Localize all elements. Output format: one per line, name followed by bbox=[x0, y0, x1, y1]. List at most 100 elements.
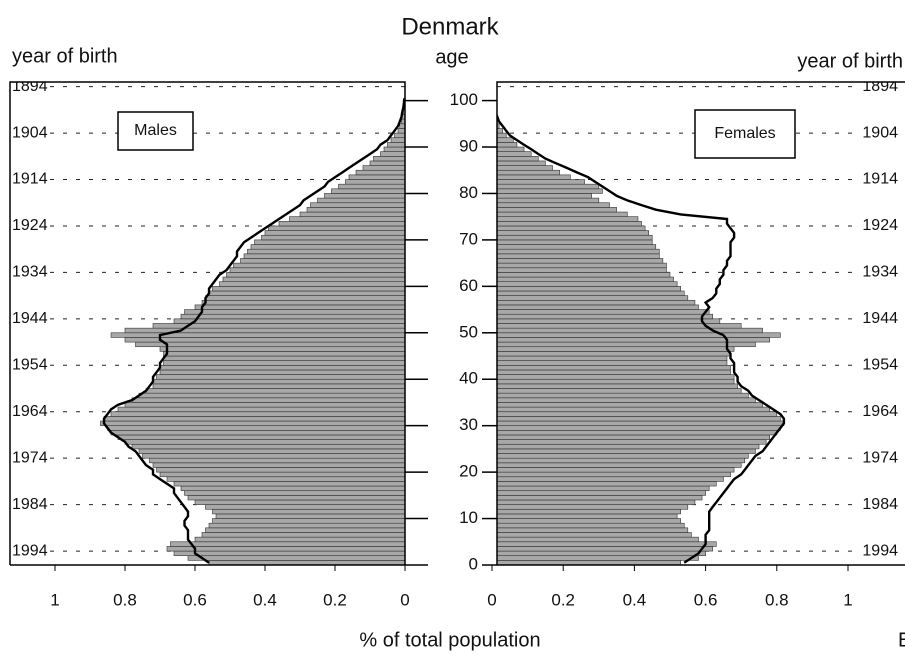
panel: 1894 1904 1914 1924 1934 1944 1954 1964 1974 1984… bbox=[12, 82, 405, 566]
bar bbox=[240, 258, 405, 264]
bar bbox=[243, 253, 405, 259]
bar bbox=[387, 142, 405, 148]
bar bbox=[497, 295, 689, 301]
bar bbox=[497, 327, 763, 334]
bar bbox=[331, 188, 405, 194]
plot: 0102030405060708090100189419041914192419… bbox=[9, 81, 905, 609]
bar bbox=[184, 490, 405, 496]
bar bbox=[497, 286, 681, 292]
bar bbox=[201, 532, 405, 538]
bar bbox=[497, 532, 692, 538]
bar bbox=[497, 202, 610, 208]
bar bbox=[497, 211, 628, 217]
yob-tick-label: 1904 bbox=[12, 124, 48, 141]
bar bbox=[205, 527, 405, 533]
yob-label-right: year of birth bbox=[797, 50, 903, 72]
bar bbox=[124, 337, 405, 343]
bar bbox=[497, 434, 770, 440]
bar bbox=[145, 388, 405, 394]
bar bbox=[219, 281, 405, 287]
bar bbox=[497, 360, 728, 366]
y-tick-label: 100 bbox=[450, 90, 478, 109]
legend-label: Males bbox=[134, 122, 177, 139]
bar bbox=[166, 546, 405, 552]
bar bbox=[497, 234, 653, 241]
bar bbox=[159, 369, 405, 375]
bar bbox=[373, 156, 405, 162]
bar bbox=[194, 499, 405, 505]
bar bbox=[497, 197, 600, 204]
bar bbox=[497, 183, 600, 190]
x-tick-label: 0 bbox=[400, 590, 409, 609]
bar bbox=[497, 420, 785, 426]
bar bbox=[497, 541, 717, 547]
bar bbox=[338, 183, 405, 190]
bar bbox=[380, 151, 405, 157]
bar bbox=[497, 290, 685, 296]
yob-tick-label: 1974 bbox=[862, 449, 898, 466]
bar bbox=[497, 313, 714, 320]
bar bbox=[278, 221, 405, 227]
bar bbox=[497, 402, 763, 408]
bar bbox=[497, 476, 724, 482]
bar bbox=[156, 374, 405, 380]
legend-box bbox=[117, 111, 194, 151]
y-axis-label: age bbox=[435, 46, 468, 68]
yob-tick-label: 1934 bbox=[862, 264, 898, 281]
bar bbox=[348, 174, 405, 180]
bar bbox=[226, 272, 405, 278]
bar bbox=[142, 453, 405, 459]
y-tick-label: 10 bbox=[459, 508, 478, 527]
bar bbox=[110, 332, 405, 338]
bar bbox=[497, 471, 731, 478]
bar bbox=[166, 476, 405, 482]
bar bbox=[497, 281, 678, 287]
x-tick-label: 0.6 bbox=[183, 590, 207, 609]
yob-tick-label: 1934 bbox=[12, 264, 48, 281]
bar bbox=[310, 202, 405, 208]
bar bbox=[497, 536, 699, 543]
bar bbox=[201, 299, 405, 306]
bar bbox=[194, 304, 405, 310]
bar bbox=[497, 481, 717, 487]
y-tick-label: 0 bbox=[469, 554, 478, 573]
bar bbox=[497, 462, 742, 468]
bar bbox=[497, 513, 678, 519]
yob-tick-label: 1964 bbox=[12, 403, 48, 420]
bar bbox=[497, 499, 696, 505]
bar bbox=[131, 397, 405, 403]
bar bbox=[170, 541, 405, 547]
legend-box bbox=[694, 109, 796, 159]
bar bbox=[497, 406, 770, 413]
bar bbox=[497, 550, 706, 557]
x-tick-label: 0.8 bbox=[765, 590, 789, 609]
bar bbox=[208, 522, 405, 529]
yob-tick-label: 1954 bbox=[862, 357, 898, 374]
bar bbox=[497, 179, 585, 185]
bar bbox=[163, 351, 405, 357]
bar bbox=[152, 378, 405, 385]
bar bbox=[497, 453, 749, 459]
bar bbox=[497, 467, 735, 473]
bar bbox=[497, 388, 742, 394]
bar bbox=[194, 536, 405, 543]
bar bbox=[324, 193, 405, 199]
bar bbox=[100, 420, 405, 426]
bar bbox=[390, 137, 405, 143]
bar bbox=[131, 443, 405, 450]
bar bbox=[215, 513, 405, 519]
bar bbox=[497, 276, 674, 283]
bar bbox=[187, 555, 405, 561]
yob-tick-label: 1924 bbox=[862, 217, 898, 234]
bar bbox=[135, 341, 405, 348]
x-tick-label: 1 bbox=[843, 590, 852, 609]
bar bbox=[173, 550, 405, 557]
yob-tick-label: 1994 bbox=[12, 542, 48, 559]
bar bbox=[212, 286, 405, 292]
bar bbox=[138, 448, 405, 454]
yob-tick-label: 1944 bbox=[12, 310, 48, 327]
bar bbox=[497, 262, 667, 269]
outline bbox=[102, 98, 405, 564]
bar bbox=[497, 193, 592, 199]
bar bbox=[233, 262, 405, 269]
